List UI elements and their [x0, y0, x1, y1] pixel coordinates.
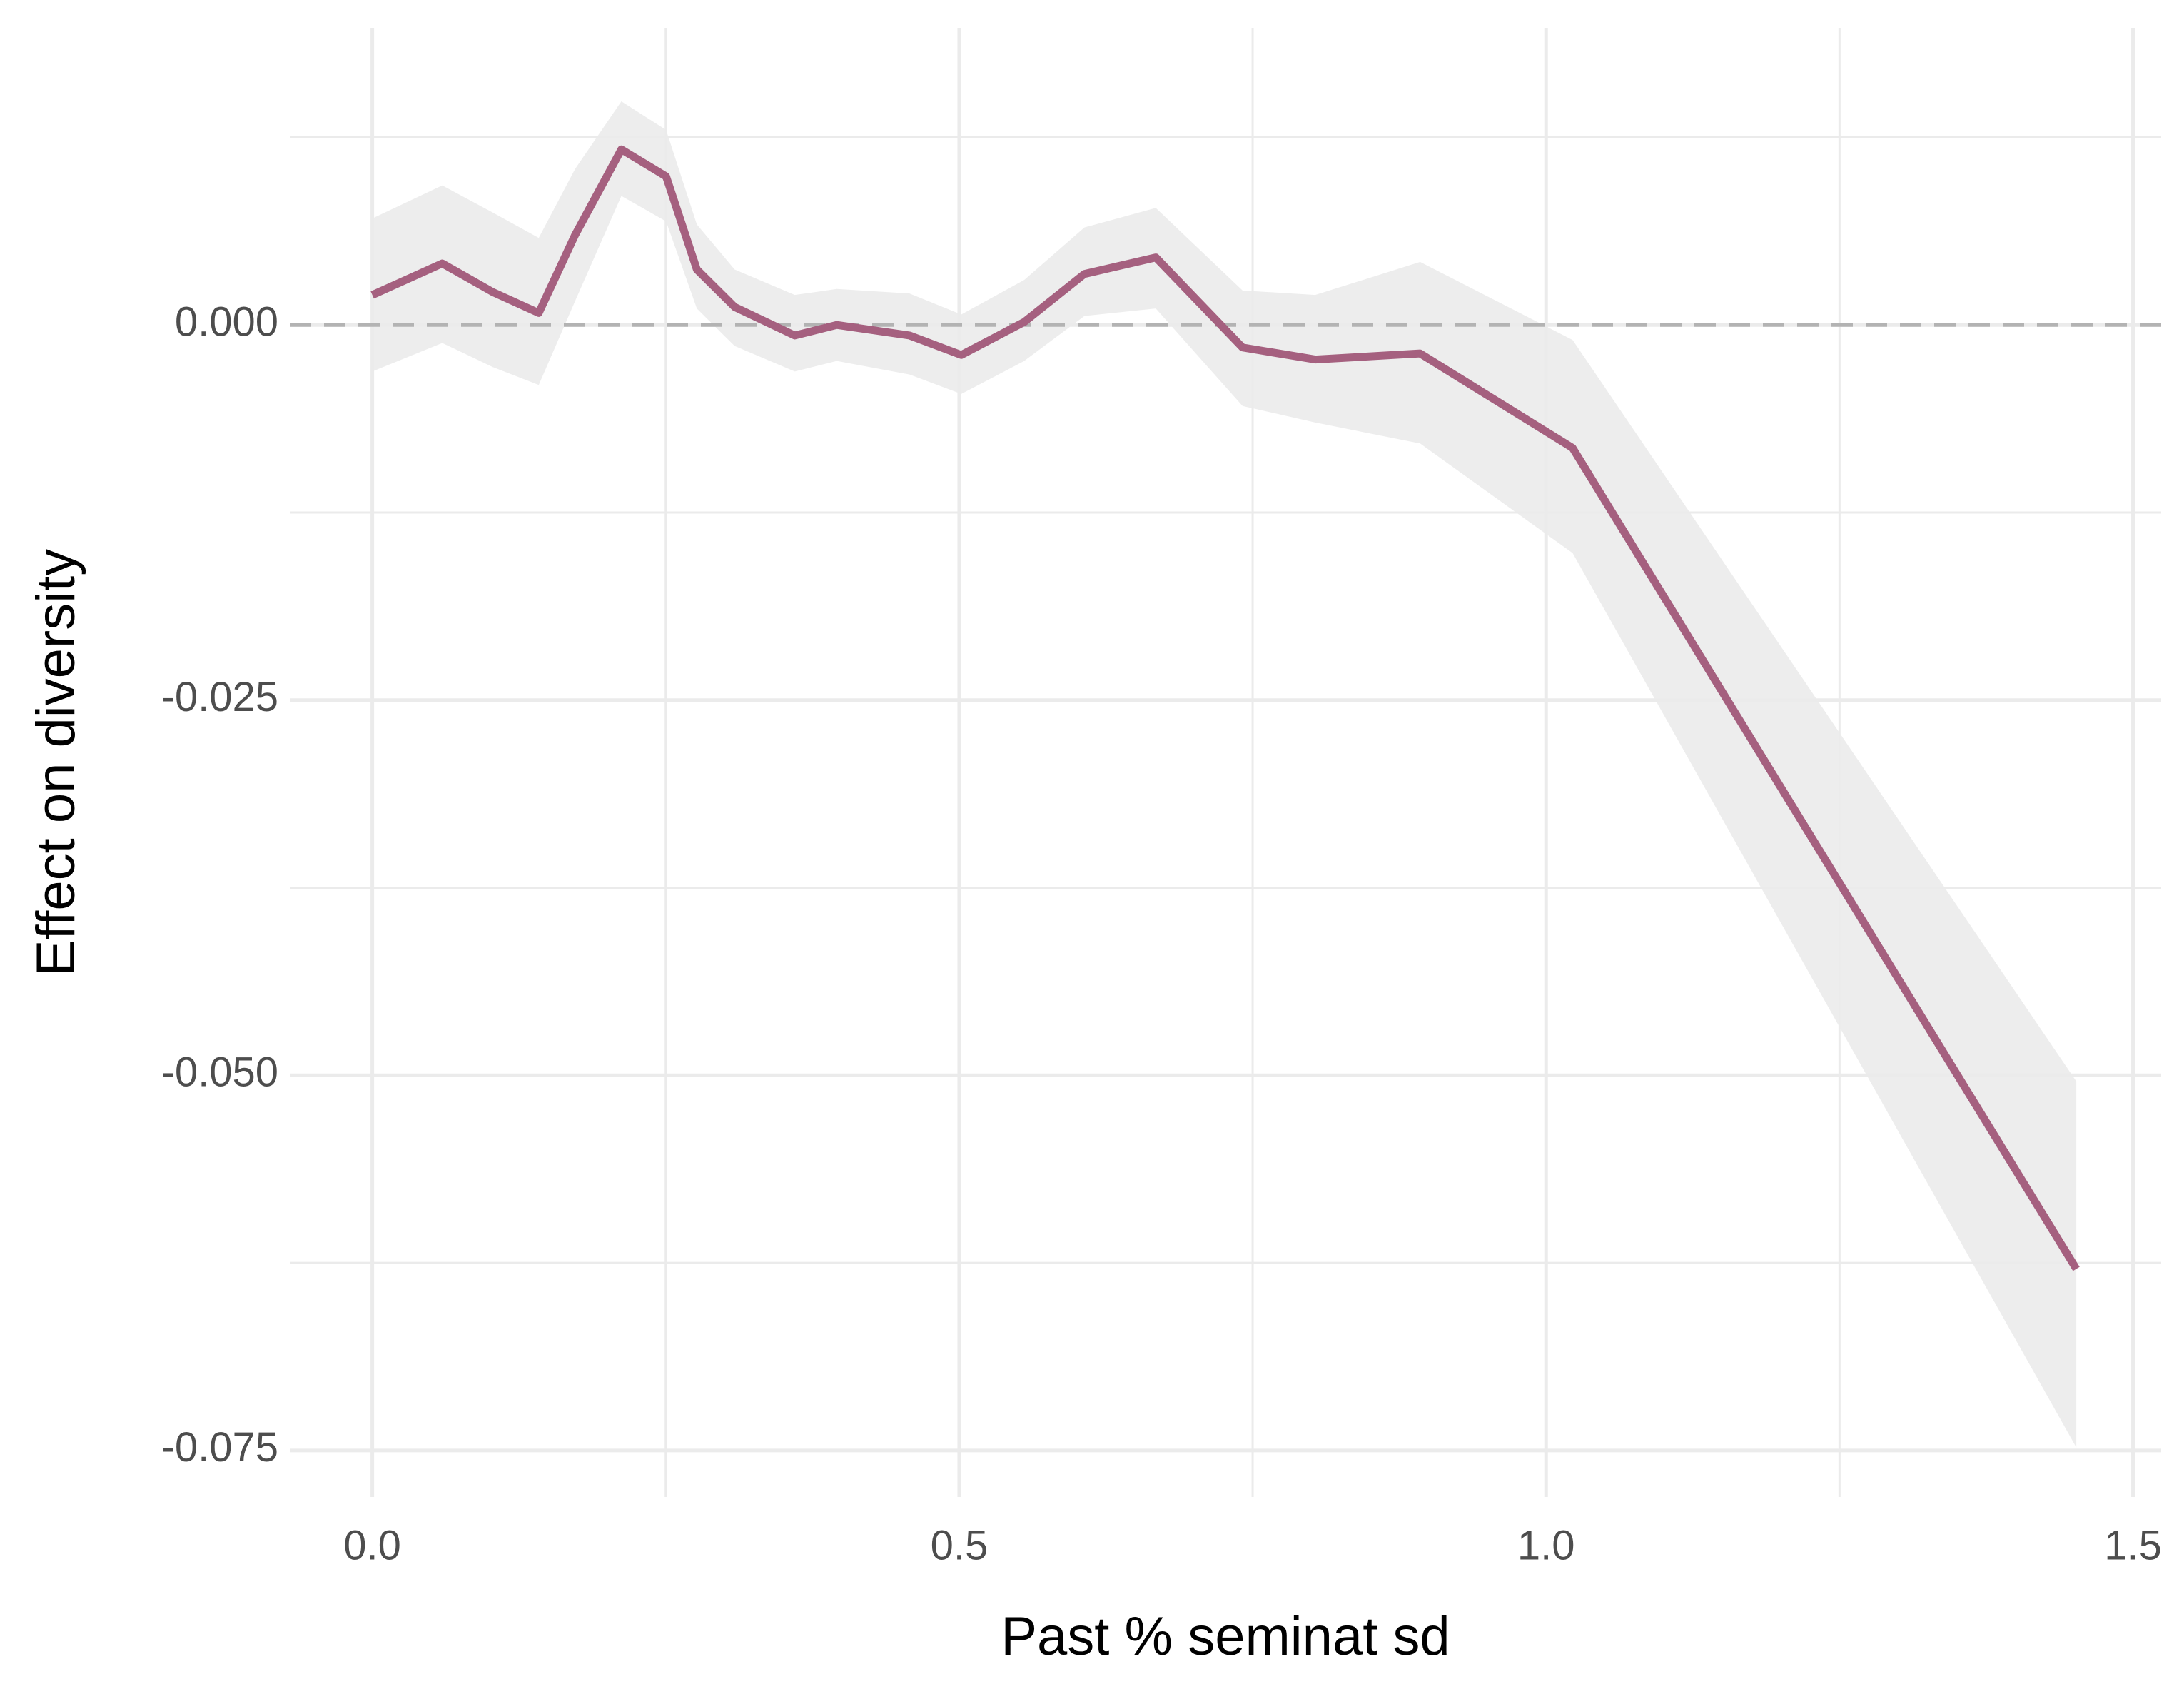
- y-tick-label: -0.075: [161, 1424, 278, 1471]
- line: [370, 145, 2080, 1271]
- y-axis-title: Effect on diversity: [26, 549, 86, 976]
- x-tick-label: 1.5: [2104, 1522, 2162, 1568]
- x-tick-label: 0.0: [343, 1522, 401, 1568]
- x-tick-label: 1.0: [1517, 1522, 1575, 1568]
- x-axis-title: Past % seminat sd: [1001, 1606, 1450, 1667]
- y-tick-label: -0.025: [161, 674, 278, 720]
- x-tick-label: 0.5: [931, 1522, 989, 1568]
- y-tick-label: -0.050: [161, 1049, 278, 1096]
- confidence-band: [372, 101, 2077, 1448]
- y-tick-label: 0.000: [175, 299, 278, 346]
